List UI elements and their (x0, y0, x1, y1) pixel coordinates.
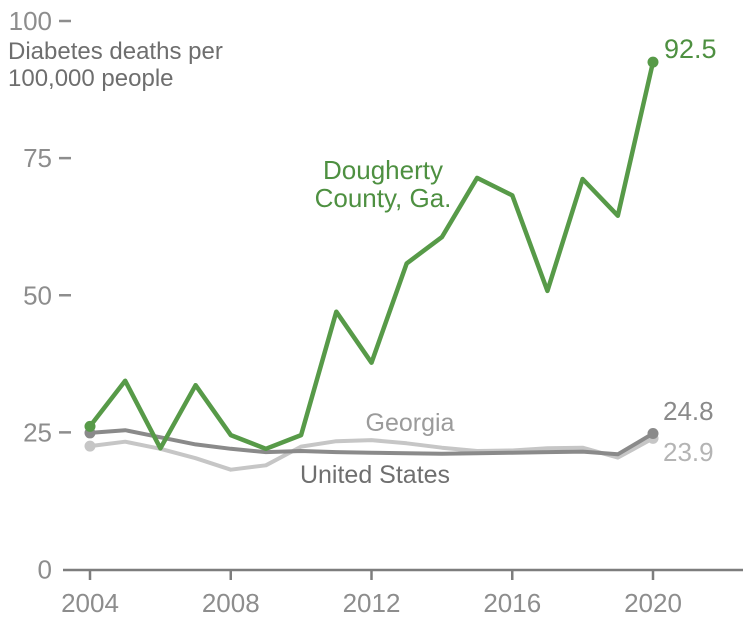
x-tick-label-2008: 2008 (202, 588, 260, 618)
y-tick-label-50: 50 (23, 280, 52, 310)
series-endpoint-dot-dougherty-county-ga (84, 420, 96, 432)
y-tick-label-75: 75 (23, 143, 52, 173)
series-line-united-states (88, 428, 655, 457)
series-endpoint-dot-georgia (84, 440, 96, 452)
series-endpoint-dot-united-states (647, 427, 659, 439)
x-tick-label-2004: 2004 (61, 588, 119, 618)
series-endpoint-dot-dougherty-county-ga (647, 56, 659, 68)
value-label-georgia-23-9: 23.9 (663, 437, 714, 467)
series-label-united-states: United States (300, 461, 450, 489)
value-label-dougherty-92-5: 92.5 (664, 34, 717, 64)
x-tick-label-2012: 2012 (343, 588, 401, 618)
y-axis-title-line-1: Diabetes deaths per (8, 38, 223, 65)
series-line-dougherty-county-ga (87, 59, 656, 452)
series-label-dougherty-line-1: Dougherty (323, 155, 443, 185)
series-label-georgia: Georgia (366, 409, 455, 437)
x-tick-label-2020: 2020 (624, 588, 682, 618)
series-line-georgia (88, 436, 655, 472)
value-label-united-states-24-8: 24.8 (663, 396, 714, 426)
x-tick-label-2016: 2016 (483, 588, 541, 618)
y-tick-label-0: 0 (38, 555, 52, 585)
y-axis-title-line-2: 100,000 people (8, 65, 174, 92)
y-tick-label-100: 100 (9, 6, 52, 36)
series-label-dougherty-line-2: County, Ga. (315, 183, 452, 213)
y-tick-label-25: 25 (23, 417, 52, 447)
